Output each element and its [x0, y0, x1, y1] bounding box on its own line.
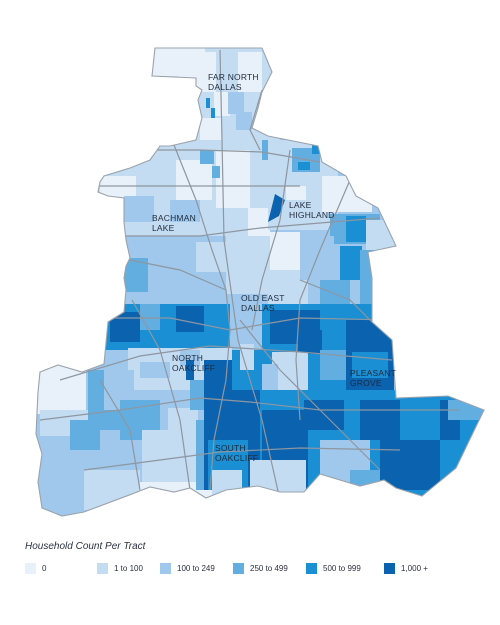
tract: [340, 246, 362, 280]
tract: [84, 470, 140, 510]
legend-swatch: [97, 562, 108, 574]
region-label-south-oakcliff: SOUTH OAKCLIFF: [215, 443, 258, 463]
tract: [322, 176, 372, 212]
tract: [248, 208, 270, 236]
tract: [286, 186, 306, 200]
region-label-far-north-dallas: FAR NORTH DALLAS: [208, 72, 261, 92]
legend-swatch: [160, 562, 171, 574]
legend-item: 1,000 +: [384, 562, 428, 574]
legend-title: Household Count Per Tract: [25, 541, 146, 552]
road-network: [39, 49, 460, 501]
tract: [170, 200, 200, 222]
tract: [214, 92, 230, 116]
tract: [304, 400, 344, 430]
tract: [240, 344, 254, 370]
tract: [216, 150, 250, 208]
region-label-lake-highland: LAKE HIGHLAND: [289, 200, 335, 220]
tract: [262, 364, 278, 390]
legend-label: 500 to 999: [323, 563, 361, 573]
legend-item: 100 to 249: [160, 562, 215, 574]
tract: [350, 470, 380, 490]
legend-item: 500 to 999: [306, 562, 361, 574]
tract: [212, 166, 220, 178]
tract: [228, 92, 244, 114]
tract: [250, 460, 306, 500]
legend-item: 0: [25, 562, 46, 574]
legend-item: 1 to 100: [97, 562, 143, 574]
region-label-north-oakcliff: NORTH OAKCLIFF: [172, 353, 215, 373]
tract: [211, 108, 215, 118]
tract: [226, 236, 270, 294]
tract: [36, 362, 86, 414]
tract: [236, 112, 252, 130]
tract: [380, 440, 440, 490]
legend-swatch: [233, 562, 244, 574]
legend-label: 100 to 249: [177, 563, 215, 573]
tract: [180, 350, 200, 366]
legend-label: 1 to 100: [114, 563, 143, 573]
tract: [268, 194, 285, 222]
legend-label: 0: [42, 563, 47, 573]
region-label-old-east-dallas: OLD EAST DALLAS: [241, 293, 287, 313]
tract: [110, 312, 140, 342]
region-label-pleasant-grove: PLEASANT GROVE: [350, 368, 398, 388]
legend-label: 250 to 499: [250, 563, 288, 573]
tract: [168, 408, 198, 434]
legend-swatch: [306, 562, 317, 574]
tract: [200, 118, 222, 140]
tract: [212, 470, 242, 500]
tract: [186, 360, 194, 380]
dallas-household-map: FAR NORTH DALLAS LAKE HIGHLAND BACHMAN L…: [35, 47, 485, 517]
tract: [142, 430, 202, 490]
tract: [140, 304, 160, 330]
tract: [298, 330, 322, 354]
legend-item: 250 to 499: [233, 562, 288, 574]
legend-label: 1,000 +: [401, 563, 428, 573]
tract: [238, 52, 262, 92]
tract: [200, 150, 214, 164]
tract: [124, 196, 154, 222]
tract: [206, 98, 210, 108]
tract: [298, 162, 310, 170]
tract: [360, 400, 400, 440]
tract: [124, 258, 148, 292]
tract: [70, 420, 100, 450]
tract: [176, 306, 204, 332]
tract: [176, 160, 212, 200]
tract: [360, 250, 376, 304]
legend-swatch: [384, 562, 395, 574]
tract: [352, 352, 388, 378]
tract: [346, 216, 366, 242]
city-boundary: [35, 47, 485, 517]
region-label-bachman-lake: BACHMAN LAKE: [152, 213, 198, 233]
tract: [140, 362, 170, 378]
legend-swatch: [25, 562, 36, 574]
